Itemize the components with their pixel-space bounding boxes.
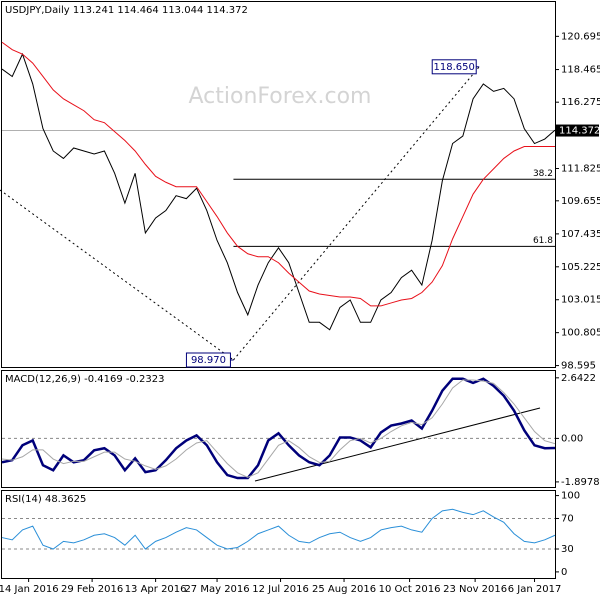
- x-tick-label: 12 Jul 2016: [252, 584, 309, 595]
- y-tick-label: 30: [561, 544, 574, 555]
- macd-panel: [1, 370, 556, 488]
- price-panel: [1, 1, 556, 368]
- x-tick-label: 10 Oct 2016: [379, 584, 441, 595]
- series-line: [1, 41, 555, 307]
- panel-title: USDJPY,Daily 113.241 114.464 113.044 114…: [5, 5, 248, 16]
- y-tick-label: 107.435: [561, 229, 600, 240]
- series-line: [1, 52, 556, 331]
- annotation-box: [431, 59, 477, 75]
- y-tick-label: 100.805: [561, 328, 600, 339]
- x-tick-label: 13 Apr 2016: [125, 584, 187, 595]
- fib-label: 61.8: [533, 236, 553, 246]
- y-tick-label: 120.695: [561, 31, 600, 42]
- macd-trend-line: [254, 407, 541, 482]
- x-tick-label: 6 Jan 2017: [508, 584, 562, 595]
- series-line: [1, 379, 556, 478]
- trend-line: [0, 189, 234, 361]
- y-tick-label: 0.00: [561, 433, 583, 444]
- y-tick-label: 105.225: [561, 262, 600, 273]
- series-line: [1, 508, 556, 550]
- x-tick-label: 25 Aug 2016: [312, 584, 376, 595]
- y-tick-label: -1.8978: [561, 477, 600, 488]
- y-tick-label: 100: [561, 491, 580, 502]
- y-tick-label: 118.465: [561, 65, 600, 76]
- x-tick-label: 14 Jan 2016: [0, 584, 59, 595]
- y-tick-label: 0: [561, 567, 567, 578]
- watermark: ActionForex.com: [189, 84, 372, 109]
- x-tick-label: 23 Nov 2016: [443, 584, 507, 595]
- y-tick-label: 70: [561, 513, 574, 524]
- panel-title: MACD(12,26,9) -0.4169 -0.2323: [5, 374, 165, 385]
- y-tick-label: 116.275: [561, 97, 600, 108]
- x-tick-label: 27 May 2016: [184, 584, 249, 595]
- y-tick-label: 98.595: [561, 361, 596, 372]
- y-tick-label: 2.6422: [561, 373, 596, 384]
- trend-line: [233, 66, 480, 361]
- panel-title: RSI(14) 48.3625: [5, 494, 86, 505]
- last-price-label: 114.372: [559, 126, 600, 137]
- x-tick-label: 29 Feb 2016: [61, 584, 123, 595]
- last-price-box: [556, 124, 599, 137]
- annotation-label: 98.970: [191, 355, 226, 366]
- y-tick-label: 109.655: [561, 196, 600, 207]
- y-tick-label: 103.015: [561, 295, 600, 306]
- rsi-panel: [1, 490, 556, 579]
- annotation-label: 118.650: [434, 62, 475, 73]
- annotation-box: [185, 352, 231, 368]
- series-line: [1, 377, 556, 480]
- fib-label: 38.2: [533, 169, 553, 179]
- y-tick-label: 111.825: [561, 163, 600, 174]
